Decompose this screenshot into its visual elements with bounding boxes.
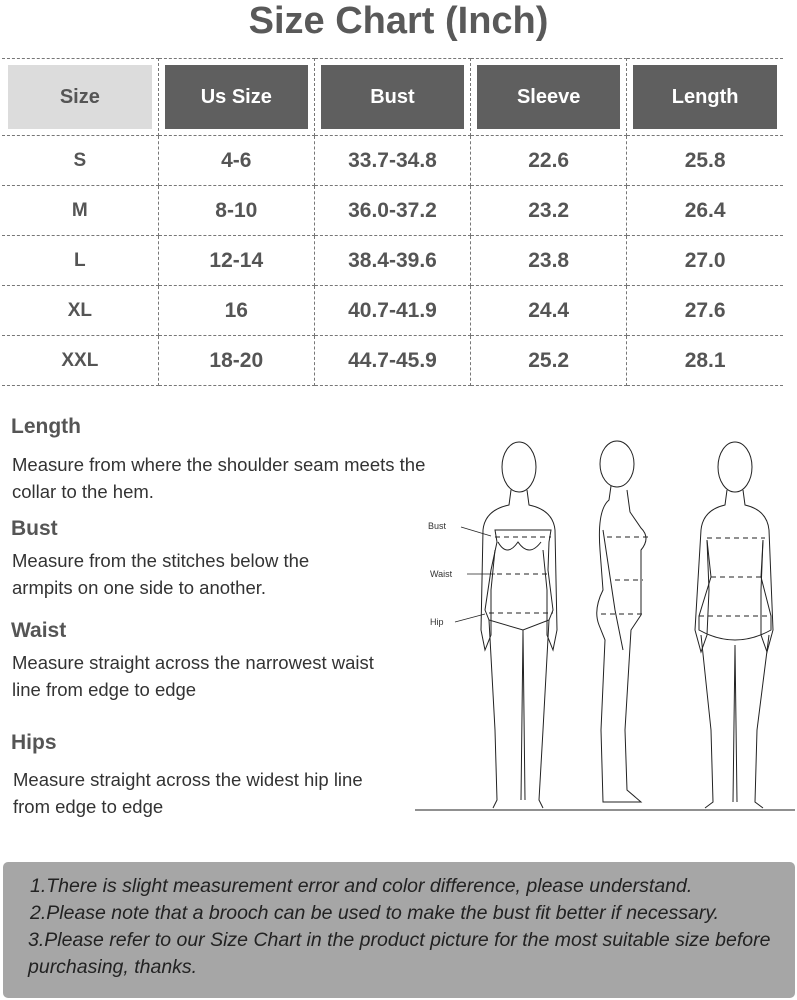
table-cell-size: M <box>2 185 159 236</box>
body-measurement-illustration: Bust Waist Hip <box>415 440 795 811</box>
guide-heading-bust: Bust <box>11 517 58 540</box>
guide-heading-hips: Hips <box>11 731 57 754</box>
header-label: Length <box>633 65 777 129</box>
table-cell-sleeve: 22.6 <box>470 135 628 186</box>
table-cell-bust: 40.7-41.9 <box>313 285 472 336</box>
waist-label: Waist <box>430 569 453 579</box>
notes-box: 1.There is slight measurement error and … <box>3 862 795 998</box>
size-table: Size Us Size Bust Sleeve Length S 4-6 33.7… <box>2 58 783 386</box>
bust-label: Bust <box>428 521 447 531</box>
table-cell-size: XL <box>2 285 159 336</box>
table-cell-size: XXL <box>2 335 159 386</box>
table-cell-bust: 44.7-45.9 <box>313 335 472 386</box>
label-leaders <box>454 526 495 623</box>
side-figure <box>596 440 647 803</box>
header-us-size: Us Size <box>157 58 315 136</box>
table-cell-sleeve: 24.4 <box>470 285 628 336</box>
table-row: XXL 18-20 44.7-45.9 25.2 28.1 <box>2 335 783 386</box>
note-3: 3.Please refer to our Size Chart in the … <box>28 929 771 978</box>
header-bust: Bust <box>313 58 472 136</box>
table-cell-bust: 36.0-37.2 <box>313 185 472 236</box>
note-1: 1.There is slight measurement error and … <box>30 875 693 897</box>
table-cell-us-size: 18-20 <box>157 335 315 386</box>
guide-text-hips: Measure straight across the widest hip l… <box>13 769 363 817</box>
measure-lines <box>489 536 771 617</box>
table-header-row: Size Us Size Bust Sleeve Length <box>2 58 783 136</box>
guide-text-waist: Measure straight across the narrowest wa… <box>12 652 374 700</box>
table-cell-bust: 33.7-34.8 <box>313 135 472 186</box>
header-label: Bust <box>320 65 465 129</box>
table-cell-length: 28.1 <box>626 335 783 386</box>
guide-text-bust: Measure from the stitches below the armp… <box>12 550 310 598</box>
table-cell-us-size: 4-6 <box>157 135 315 186</box>
table-cell-sleeve: 23.8 <box>470 235 628 286</box>
header-label: Us Size <box>164 65 308 129</box>
table-cell-length: 27.6 <box>626 285 783 336</box>
note-2: 2.Please note that a brooch can be used … <box>30 902 720 924</box>
table-cell-bust: 38.4-39.6 <box>313 235 472 286</box>
front-figure <box>415 441 795 811</box>
table-cell-size: L <box>2 235 159 286</box>
table-row: XL 16 40.7-41.9 24.4 27.6 <box>2 285 783 336</box>
table-row: L 12-14 38.4-39.6 23.8 27.0 <box>2 235 783 286</box>
table-cell-us-size: 12-14 <box>157 235 315 286</box>
table-cell-size: S <box>2 135 159 186</box>
table-cell-sleeve: 25.2 <box>470 335 628 386</box>
back-figure <box>694 441 774 809</box>
guide-heading-waist: Waist <box>11 619 67 642</box>
header-label: Size <box>8 65 152 129</box>
hip-label: Hip <box>430 617 444 627</box>
header-length: Length <box>626 58 783 136</box>
table-cell-length: 27.0 <box>626 235 783 286</box>
table-cell-us-size: 16 <box>157 285 315 336</box>
table-row: S 4-6 33.7-34.8 22.6 25.8 <box>2 135 783 186</box>
header-size: Size <box>2 58 159 136</box>
page-title: Size Chart (Inch) <box>248 0 549 42</box>
table-row: M 8-10 36.0-37.2 23.2 26.4 <box>2 185 783 236</box>
header-sleeve: Sleeve <box>470 58 628 136</box>
table-cell-length: 26.4 <box>626 185 783 236</box>
guide-heading-length: Length <box>11 415 81 438</box>
guide-text-length: Measure from where the shoulder seam mee… <box>12 454 426 502</box>
table-cell-us-size: 8-10 <box>157 185 315 236</box>
table-cell-length: 25.8 <box>626 135 783 186</box>
header-label: Sleeve <box>477 65 621 129</box>
table-cell-sleeve: 23.2 <box>470 185 628 236</box>
